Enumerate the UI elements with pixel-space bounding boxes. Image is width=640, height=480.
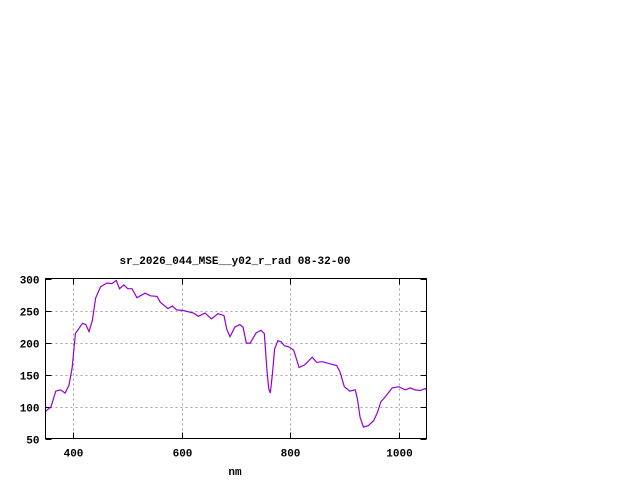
chart-title: sr_2026_044_MSE__y02_r_rad 08-32-00: [119, 256, 350, 268]
x-tick-label: 400: [64, 449, 84, 461]
y-tick-label: 300: [20, 276, 40, 288]
x-axis-label: nm: [228, 467, 242, 479]
y-tick-label: 250: [20, 308, 40, 320]
x-tick-label: 600: [173, 449, 193, 461]
x-tick-label: 800: [281, 449, 301, 461]
ticks: [45, 278, 427, 440]
grid: [45, 278, 427, 439]
y-tick-label: 200: [20, 340, 40, 352]
y-tick-label: 50: [26, 436, 39, 448]
y-tick-label: 150: [20, 372, 40, 384]
plot-frame: [45, 278, 427, 439]
series-line: [45, 279, 427, 428]
x-tick-label: 1000: [386, 449, 412, 461]
y-tick-label: 100: [20, 404, 40, 416]
tick-labels: 400 600 800 1000 50 100 150 200 250 300: [20, 276, 413, 461]
